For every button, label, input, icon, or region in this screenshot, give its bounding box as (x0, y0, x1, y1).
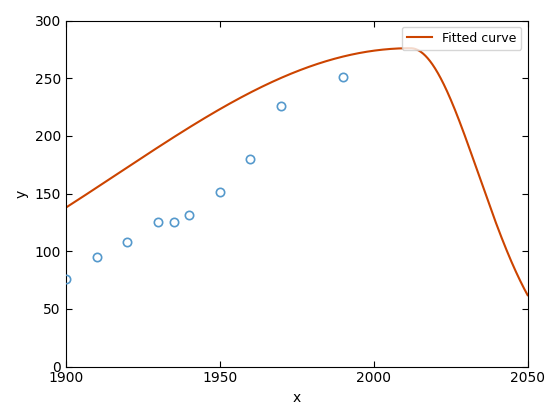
Legend: Fitted curve: Fitted curve (402, 27, 521, 50)
Fitted curve (295, 68, 301, 74)
Fitted curve (62, 205, 69, 210)
X-axis label: x: x (292, 391, 301, 405)
Fitted curve (526, 295, 533, 300)
Fitted curve (87, 189, 94, 194)
Line: Fitted curve: Fitted curve (66, 48, 543, 320)
Y-axis label: y: y (15, 189, 29, 198)
Fitted curve (438, 78, 445, 83)
Fitted curve (539, 317, 546, 322)
Fitted curve (407, 46, 414, 51)
Fitted curve (526, 296, 533, 301)
Fitted curve (282, 74, 288, 79)
